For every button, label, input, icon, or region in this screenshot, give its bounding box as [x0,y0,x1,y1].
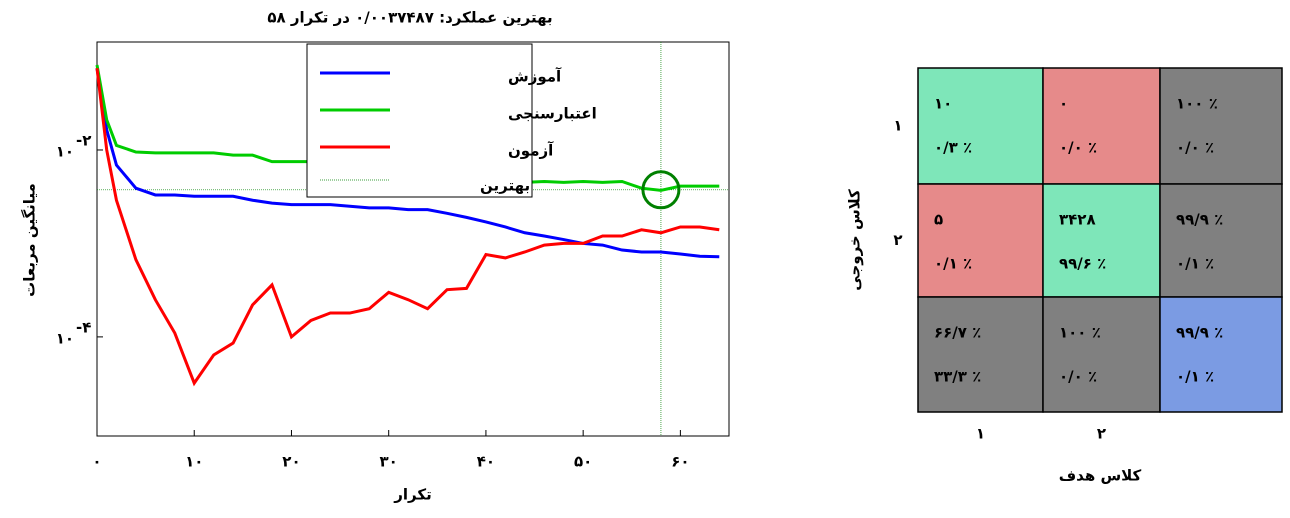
cm-cell [1042,296,1161,413]
legend-label: اعتبارسنجی [508,105,597,123]
legend-box [306,43,533,198]
x-tick-label: ۵۰ [574,453,592,471]
cm-cell [917,67,1044,185]
cm-col-label: ۲ [1097,425,1106,443]
cm-cell [1159,183,1283,298]
x-tick-label: ۴۰ [477,453,495,471]
legend-label: بهترین [480,177,530,195]
cm-y-label: کلاس خروجی [846,189,864,291]
cm-cell-bottom: ۹۹/۶ ٪ [1059,255,1106,273]
y-tick-exponent: -۴ [76,318,91,336]
cm-cell-bottom: ۰/۳ ٪ [934,139,972,157]
legend-label: آموزش [508,68,562,86]
cm-cell-top: ۹۹/۹ ٪ [1176,211,1223,229]
x-tick-label: ۳۰ [380,453,398,471]
cm-cell-bottom: ۰/۰ ٪ [1059,139,1097,157]
cm-cell [1042,183,1161,298]
x-axis-label: تکرار [393,486,431,504]
cm-cell [917,183,1044,298]
cm-cell [1159,67,1283,185]
y-tick-label: ۱۰ [56,329,74,347]
cm-x-label: کلاس هدف [1059,467,1142,485]
cm-cell [1042,67,1161,185]
cm-row-label: ۱ [893,117,902,135]
cm-col-label: ۱ [976,425,985,443]
cm-cell-bottom: ۰/۰ ٪ [1176,139,1214,157]
cm-cell-bottom: ۰/۱ ٪ [1176,255,1214,273]
series-line [95,67,720,387]
cm-row-label: ۲ [893,231,902,249]
cm-cell-bottom: ۰/۱ ٪ [934,255,972,273]
cm-cell-top: ۰ [1059,95,1068,113]
cm-cell-top: ۱۰۰ ٪ [1176,95,1218,113]
series-line [95,67,720,259]
cm-cell-top: ۱۰۰ ٪ [1059,324,1101,342]
y-tick-exponent: -۲ [76,131,91,149]
cm-cell-top: ۱۰ [934,95,952,113]
y-axis-label: میانگین مربعات [21,183,39,297]
cm-cell-top: ۶۶/۷ ٪ [934,324,981,342]
x-tick-label: ۰ [92,453,101,471]
chart-title: بهترین عملکرد: ۰/۰۰۳۷۴۸۷ در تکرار ۵۸ [267,9,552,27]
cm-cell [917,296,1044,413]
cm-cell [1159,296,1283,413]
x-tick-label: ۱۰ [185,453,203,471]
cm-cell-bottom: ۳۳/۳ ٪ [934,368,981,386]
cm-cell-top: ۵ [934,211,943,229]
x-tick-label: ۶۰ [671,453,689,471]
cm-cell-top: ۳۴۲۸ [1059,211,1096,229]
cm-cell-bottom: ۰/۰ ٪ [1059,368,1097,386]
y-tick-label: ۱۰ [56,142,74,160]
cm-cell-bottom: ۰/۱ ٪ [1176,368,1214,386]
legend-label: آزمون [508,142,554,160]
x-tick-label: ۲۰ [282,453,300,471]
best-marker [641,170,681,210]
cm-cell-top: ۹۹/۹ ٪ [1176,324,1223,342]
